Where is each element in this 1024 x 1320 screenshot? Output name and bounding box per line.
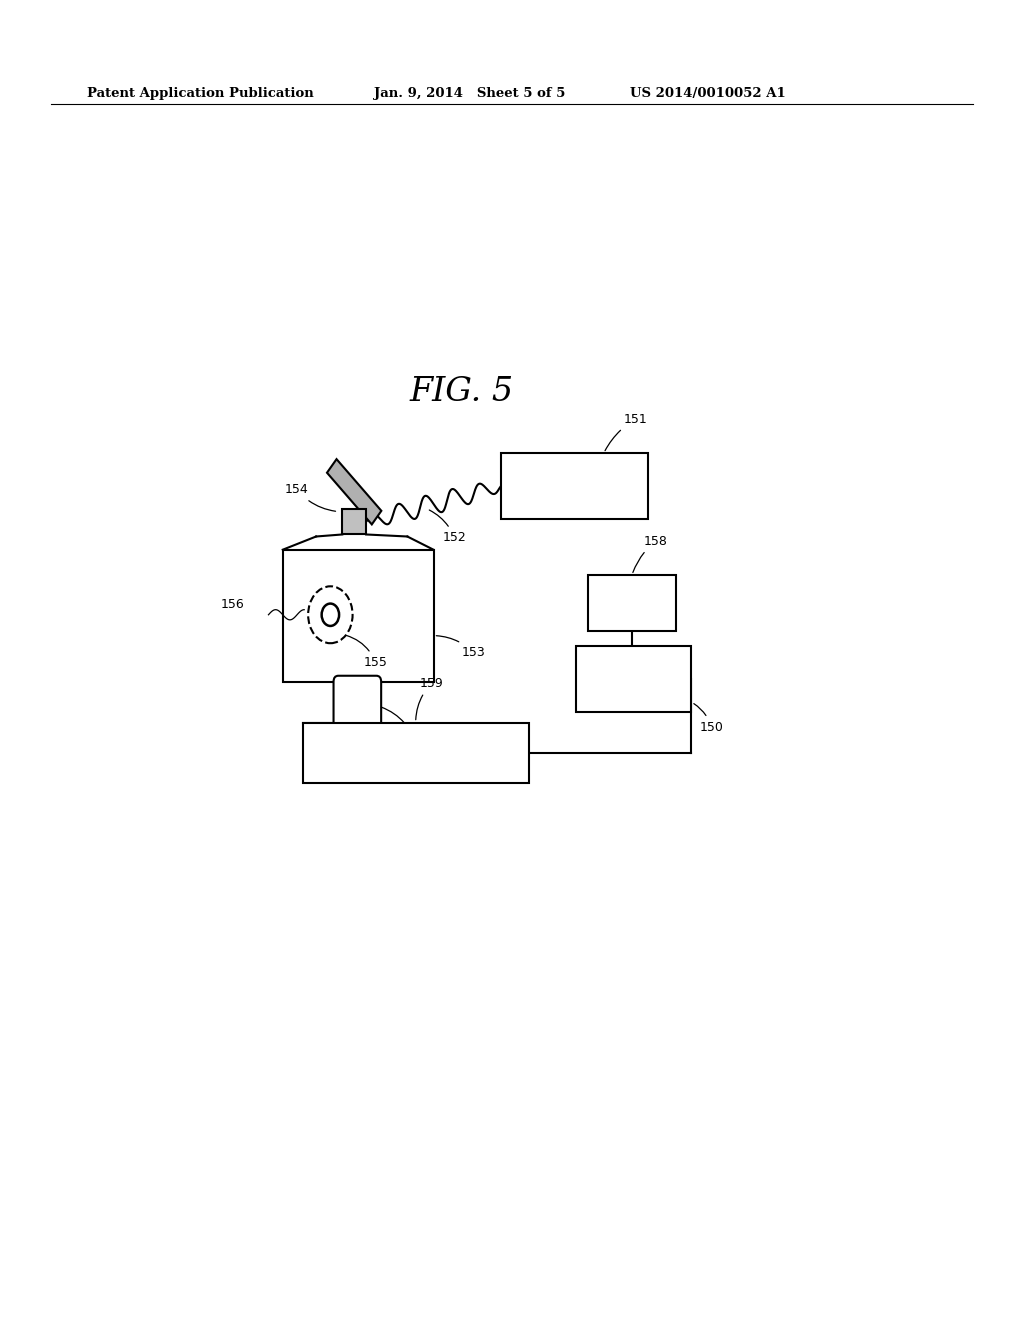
Bar	[303, 722, 528, 784]
Bar	[342, 510, 367, 535]
Text: 156: 156	[221, 598, 245, 611]
Text: US 2014/0010052 A1: US 2014/0010052 A1	[630, 87, 785, 100]
Text: Jan. 9, 2014   Sheet 5 of 5: Jan. 9, 2014 Sheet 5 of 5	[374, 87, 565, 100]
Text: 158: 158	[633, 535, 668, 573]
Text: 152: 152	[429, 510, 466, 544]
Bar	[588, 576, 676, 631]
Bar	[501, 453, 648, 519]
FancyBboxPatch shape	[334, 676, 381, 729]
Circle shape	[322, 603, 339, 626]
Bar	[283, 549, 433, 682]
Text: 150: 150	[694, 704, 723, 734]
Text: 154: 154	[285, 483, 336, 511]
Text: 157: 157	[381, 708, 424, 741]
Polygon shape	[327, 459, 381, 524]
Text: 153: 153	[436, 636, 485, 659]
Text: Patent Application Publication: Patent Application Publication	[87, 87, 313, 100]
Text: 155: 155	[346, 635, 387, 669]
Text: FIG. 5: FIG. 5	[410, 376, 513, 408]
Text: 159: 159	[416, 677, 443, 719]
Bar	[577, 647, 691, 713]
Text: 151: 151	[605, 413, 647, 450]
